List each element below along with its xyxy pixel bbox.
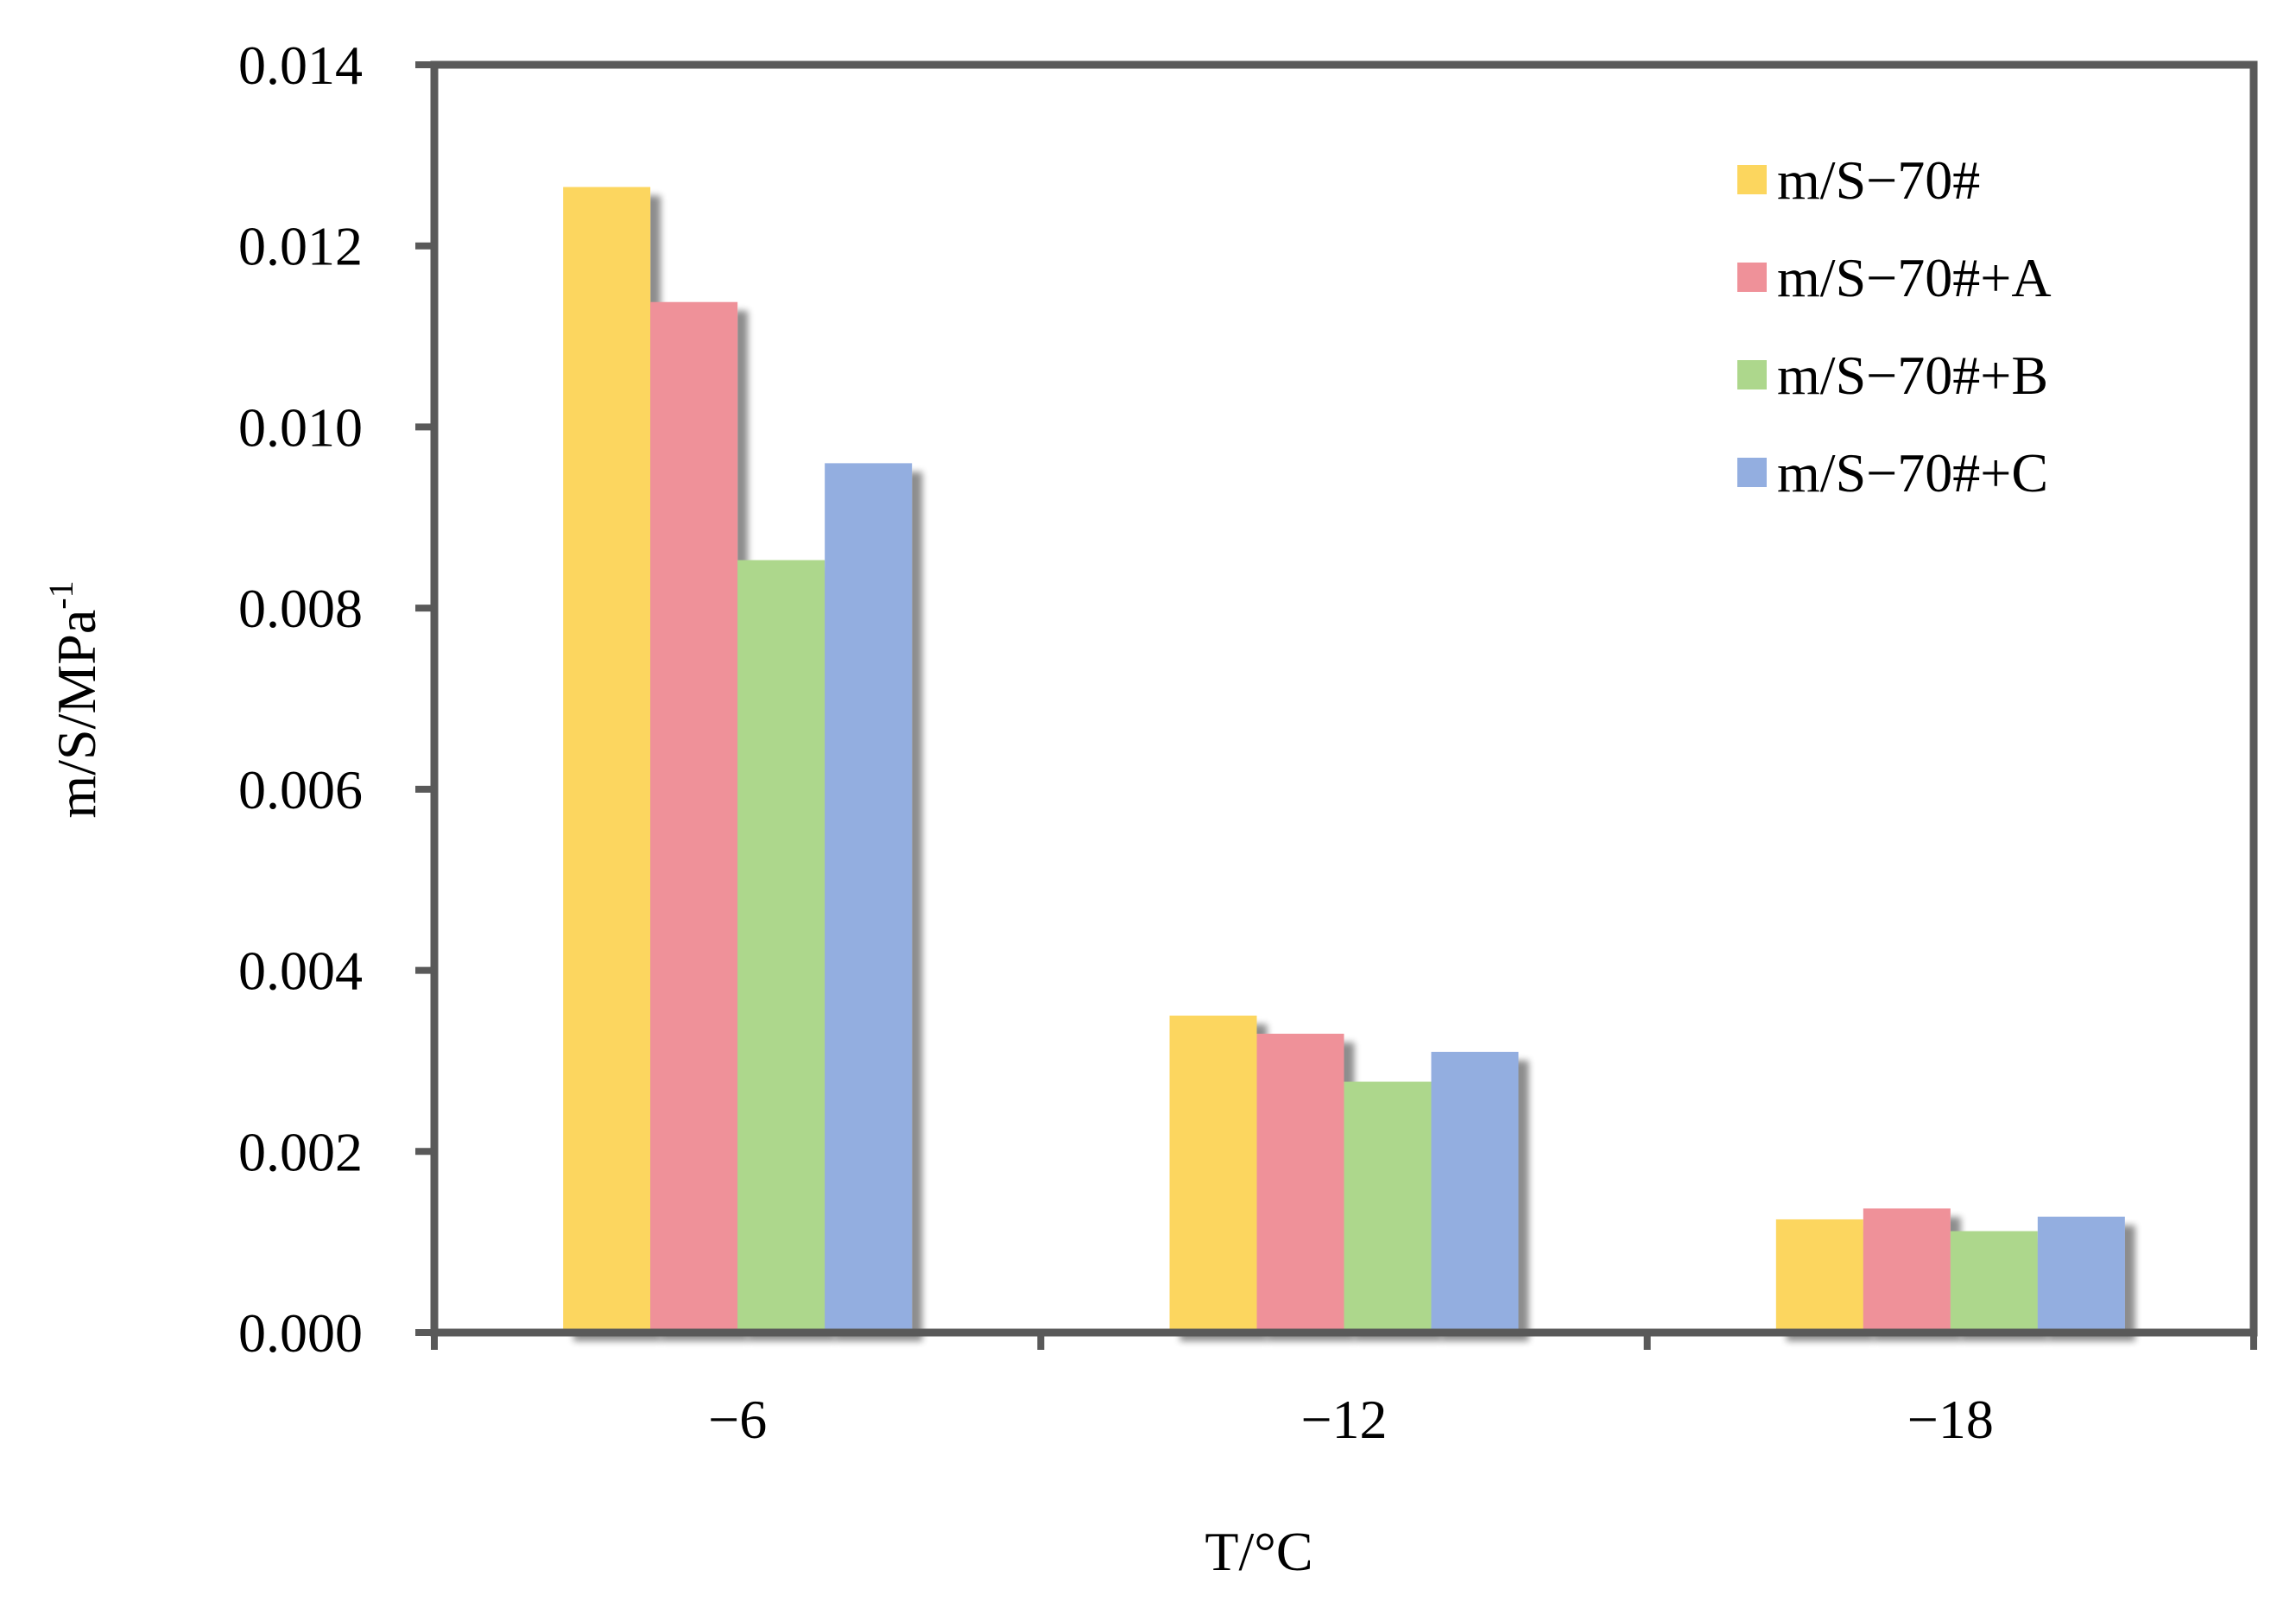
y-axis-title-superscript: -1 — [41, 580, 80, 609]
x-tick-label: −6 — [708, 1389, 767, 1450]
bar — [1344, 1081, 1432, 1333]
legend-swatch — [1737, 458, 1767, 487]
legend-swatch — [1737, 263, 1767, 292]
legend-label: m/S−70#+B — [1777, 345, 2048, 406]
x-axis: −6 −12 −18 — [431, 1333, 2257, 1450]
y-tick-label: 0.000 — [238, 1302, 363, 1364]
y-tick-label: 0.006 — [238, 759, 363, 820]
y-tick-label: 0.004 — [238, 940, 363, 1002]
y-tick-label: 0.010 — [238, 396, 363, 458]
bar — [1431, 1051, 1519, 1333]
legend-label: m/S−70#+C — [1777, 442, 2048, 503]
bar — [650, 301, 738, 1333]
bar — [825, 463, 913, 1333]
x-tick-label: −12 — [1300, 1389, 1387, 1450]
bar — [2037, 1216, 2125, 1333]
bars-group — [563, 187, 2125, 1333]
legend-label: m/S−70# — [1777, 149, 1980, 211]
bar — [1950, 1231, 2038, 1333]
legend-swatch — [1737, 165, 1767, 194]
y-tick-label: 0.002 — [238, 1121, 363, 1182]
legend: m/S−70# m/S−70#+A m/S−70#+B m/S−70#+C — [1737, 149, 2052, 503]
bar — [1256, 1033, 1344, 1333]
y-tick-label: 0.014 — [238, 35, 363, 96]
y-axis-title: m/S/MPa-1 — [41, 580, 107, 818]
y-tick-label: 0.012 — [238, 216, 363, 277]
plot-area-border — [430, 60, 2258, 1337]
y-axis: 0.000 0.002 0.004 0.006 0.008 0.010 0.012 0.014 — [238, 35, 434, 1364]
x-axis-title: T/°C — [1205, 1521, 1312, 1582]
bar — [737, 560, 825, 1333]
y-tick-label: 0.008 — [238, 578, 363, 639]
x-tick-label: −18 — [1907, 1389, 1994, 1450]
bar — [1169, 1016, 1257, 1333]
bar — [563, 187, 651, 1333]
y-axis-title-main: m/S/MPa — [46, 610, 107, 819]
bar — [1863, 1208, 1951, 1333]
legend-label: m/S−70#+A — [1777, 247, 2052, 308]
bar — [1775, 1219, 1863, 1333]
legend-swatch — [1737, 360, 1767, 389]
